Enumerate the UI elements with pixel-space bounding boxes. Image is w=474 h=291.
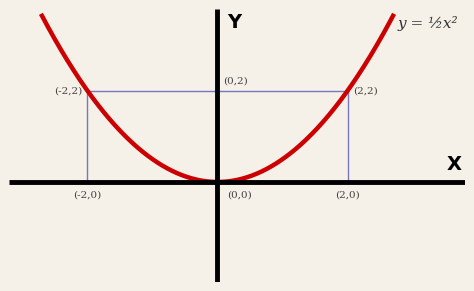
Text: (0,0): (0,0): [227, 190, 252, 199]
Text: Y: Y: [227, 13, 241, 32]
Text: (0,2): (0,2): [223, 76, 247, 85]
Text: y = ½x²: y = ½x²: [397, 16, 458, 31]
Text: (2,0): (2,0): [335, 190, 360, 199]
Text: (-2,2): (-2,2): [54, 86, 82, 95]
Text: (2,2): (2,2): [353, 86, 377, 95]
Text: (-2,0): (-2,0): [73, 190, 101, 199]
Text: X: X: [446, 155, 461, 174]
